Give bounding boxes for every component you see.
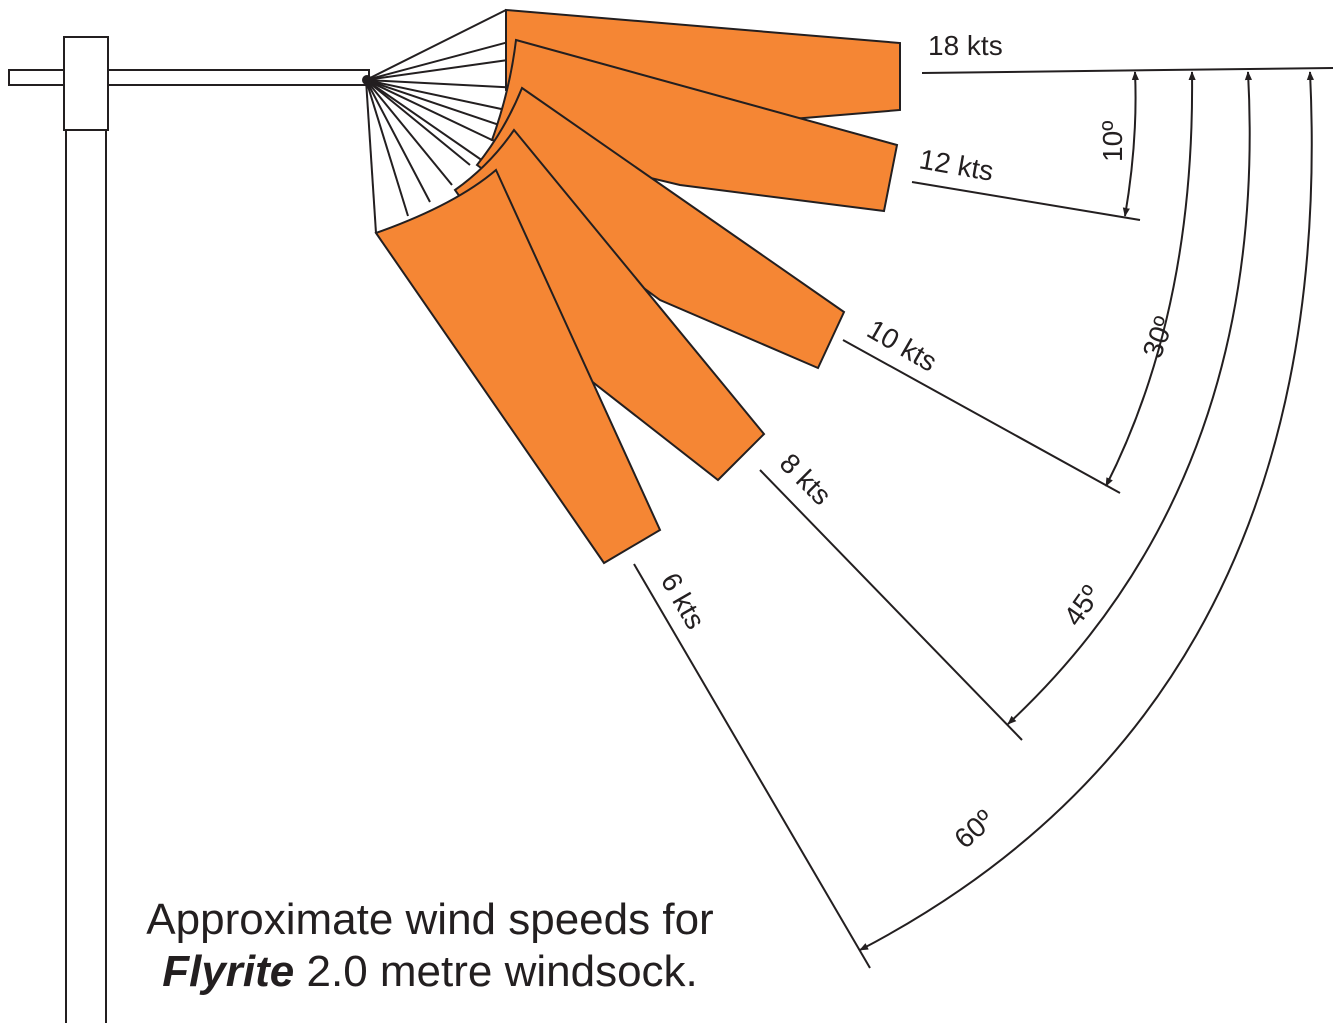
- ref-line-12kts: [911, 181, 1141, 221]
- windsock-8kts: [453, 128, 766, 482]
- windsock-6kts: [374, 168, 662, 565]
- ref-line-10kts: [842, 339, 1121, 494]
- arc-60: [859, 71, 1314, 951]
- angle-labels: 10º 30º 45º 60º: [948, 121, 1180, 855]
- pole-cap: [63, 36, 109, 131]
- arc-45: [1007, 71, 1253, 725]
- caption-rest: 2.0 metre windsock.: [306, 947, 698, 996]
- windsock-10kts: [475, 86, 846, 370]
- speed-label-6kts: 6 kts: [655, 568, 711, 635]
- brand-name: Flyrite: [162, 947, 295, 996]
- windsock-12kts: [490, 38, 899, 213]
- speed-label-12kts: 12 kts: [917, 143, 996, 187]
- speed-label-8kts: 8 kts: [774, 447, 838, 511]
- pole: [8, 36, 370, 1023]
- angle-arcs: [859, 71, 1314, 951]
- pole-shaft: [65, 129, 107, 1023]
- caption-line-2: Flyrite 2.0 metre windsock.: [70, 946, 790, 998]
- angle-label-60: 60º: [948, 804, 999, 855]
- ref-line-6kts: [633, 563, 871, 969]
- angle-label-10: 10º: [1097, 121, 1128, 162]
- pivot-lines: [362, 9, 523, 234]
- ref-line-8kts: [759, 469, 1023, 741]
- caption-line-1: Approximate wind speeds for: [146, 895, 714, 944]
- speed-label-18kts: 18 kts: [928, 30, 1003, 61]
- caption: Approximate wind speeds for Flyrite 2.0 …: [70, 894, 790, 998]
- windsocks: [374, 8, 901, 565]
- speed-label-10kts: 10 kts: [862, 313, 942, 377]
- angle-label-30: 30º: [1137, 313, 1180, 362]
- swivel: [362, 75, 372, 85]
- ref-line-18kts: [921, 67, 1334, 74]
